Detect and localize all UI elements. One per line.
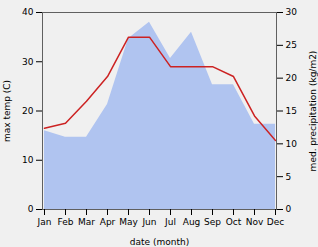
svg-text:date (month): date (month): [130, 237, 189, 247]
svg-text:May: May: [119, 217, 138, 227]
svg-text:Nov: Nov: [246, 217, 264, 227]
svg-text:30: 30: [286, 7, 298, 17]
svg-text:30: 30: [22, 57, 34, 67]
svg-text:max temp (C): max temp (C): [2, 80, 12, 142]
svg-text:Apr: Apr: [100, 217, 116, 227]
svg-text:5: 5: [286, 172, 292, 182]
svg-text:10: 10: [22, 155, 34, 165]
svg-text:25: 25: [286, 40, 297, 50]
svg-text:20: 20: [22, 106, 34, 116]
svg-text:med. precipitation (kg/m2): med. precipitation (kg/m2): [308, 51, 318, 172]
svg-text:40: 40: [22, 7, 34, 17]
svg-text:0: 0: [286, 204, 292, 214]
svg-text:20: 20: [286, 73, 298, 83]
svg-text:Jul: Jul: [164, 217, 176, 227]
svg-text:Sep: Sep: [204, 217, 221, 227]
svg-text:0: 0: [28, 204, 34, 214]
svg-text:Jan: Jan: [37, 217, 52, 227]
svg-text:10: 10: [286, 139, 298, 149]
svg-text:Dec: Dec: [267, 217, 284, 227]
svg-text:Jun: Jun: [141, 217, 156, 227]
svg-text:Mar: Mar: [78, 217, 95, 227]
svg-text:Feb: Feb: [58, 217, 74, 227]
svg-text:Aug: Aug: [183, 217, 201, 227]
svg-text:15: 15: [286, 106, 297, 116]
svg-text:Oct: Oct: [226, 217, 242, 227]
